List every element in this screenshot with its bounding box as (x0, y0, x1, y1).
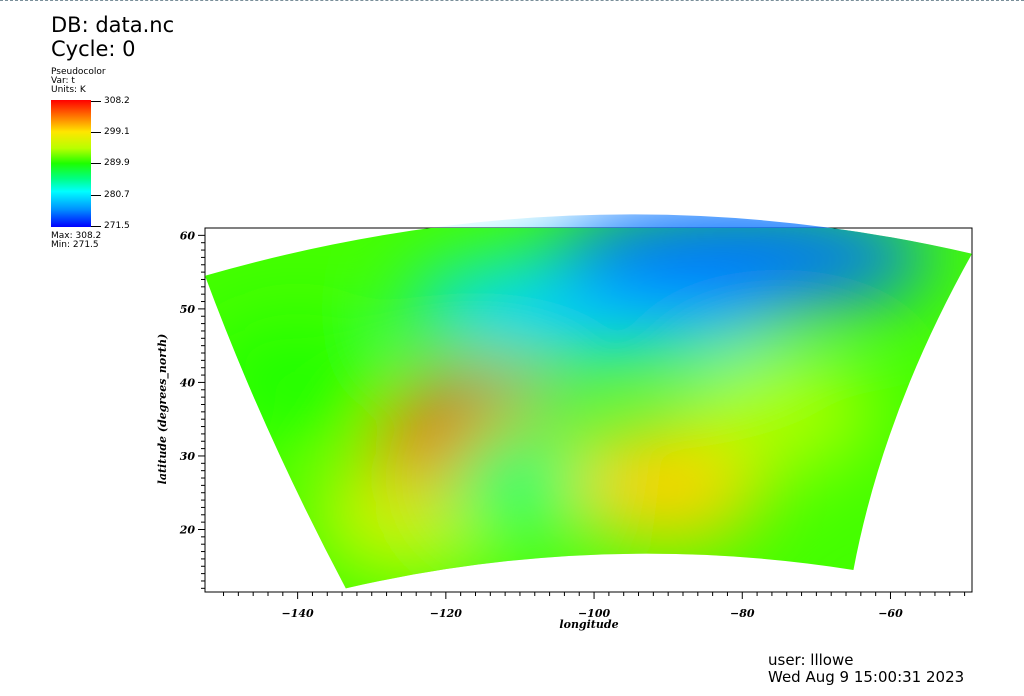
x-tick-label: −140 (282, 607, 315, 620)
y-tick-label: 50 (180, 303, 196, 316)
colorbar-tick (91, 195, 101, 196)
y-tick-label: 40 (180, 376, 196, 389)
legend-footer: Max: 308.2 Min: 271.5 (51, 232, 101, 250)
y-axis: 20 30 40 50 60 (179, 229, 205, 589)
colorbar-label: 299.1 (104, 127, 130, 137)
legend-min: Min: 271.5 (51, 240, 99, 250)
colorbar-label: 289.9 (104, 158, 130, 168)
colorbar-tick (91, 226, 101, 227)
x-tick-label: −80 (730, 607, 755, 620)
x-tick-label: −60 (878, 607, 903, 620)
cycle-label: Cycle: 0 (51, 37, 136, 61)
legend-var: Var: t (51, 76, 75, 86)
x-axis: −140 −120 −100 −80 −60 (223, 592, 966, 620)
field-region (205, 322, 393, 443)
colorbar-tick (91, 163, 101, 164)
colorbar-label-min: 271.5 (104, 221, 130, 231)
field-region (552, 214, 933, 313)
field-regions (205, 214, 933, 575)
x-axis-title: longitude (559, 618, 618, 631)
colorbar-tick (91, 101, 101, 102)
legend-plot-type: Pseudocolor (51, 67, 106, 77)
y-tick-label: 60 (180, 229, 196, 242)
legend-max: Max: 308.2 (51, 231, 102, 241)
top-border (0, 0, 1024, 1)
y-tick-label: 20 (179, 523, 196, 536)
y-axis-title: latitude (degrees_north) (156, 334, 170, 485)
colorbar-label: 280.7 (104, 190, 130, 200)
timestamp: Wed Aug 9 15:00:31 2023 (768, 668, 965, 686)
colorbar-label-max: 308.2 (104, 96, 130, 106)
colorbar-tick (91, 132, 101, 133)
x-tick-label: −100 (578, 607, 611, 620)
legend-header: Pseudocolor Var: t Units: K (51, 68, 106, 95)
colorbar (51, 100, 91, 227)
legend-units: Units: K (51, 85, 86, 95)
temperature-field (205, 214, 972, 589)
database-title: DB: data.nc (51, 13, 175, 37)
y-tick-label: 30 (180, 450, 196, 463)
field-region (684, 351, 875, 472)
x-tick-label: −120 (430, 607, 463, 620)
user-label: user: lllowe (768, 651, 854, 669)
